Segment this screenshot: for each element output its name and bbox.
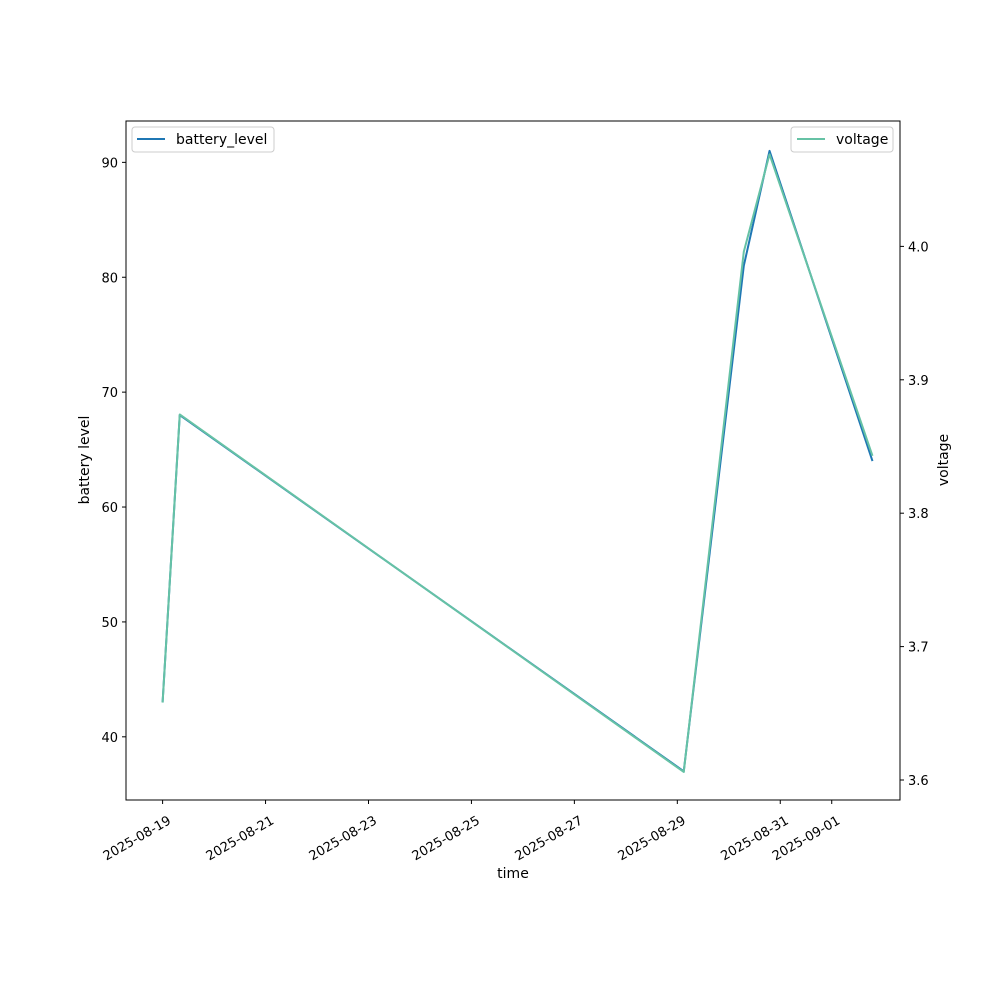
- legend-voltage: voltage: [790, 126, 894, 153]
- y-tick-label-left: 70: [101, 386, 118, 401]
- y-tick-label-right: 3.9: [908, 374, 929, 389]
- y-axis-title-left: battery level: [77, 416, 93, 505]
- series-line-voltage: [161, 153, 874, 773]
- y-tick-label-right: 3.7: [908, 641, 929, 656]
- legend-battery-level: battery_level: [131, 126, 275, 153]
- legend-box: [131, 126, 275, 153]
- y-tick-label-left: 60: [101, 501, 118, 516]
- x-axis-title: time: [497, 866, 529, 882]
- legend-label: voltage: [836, 132, 888, 148]
- marks-layer: [161, 149, 874, 773]
- plot-frame: [125, 120, 901, 801]
- y-axis-title-right: voltage: [936, 434, 952, 486]
- legend-label: battery_level: [176, 132, 267, 148]
- y-tick-label-right: 3.6: [908, 774, 929, 789]
- y-tick-label-right: 4.0: [908, 240, 929, 255]
- y-tick-label-left: 90: [101, 156, 118, 171]
- y-tick-label-left: 40: [101, 731, 118, 746]
- y-tick-label-left: 50: [101, 616, 118, 631]
- y-tick-label-left: 80: [101, 271, 118, 286]
- legend-box: [790, 126, 894, 153]
- y-tick-label-right: 3.8: [908, 507, 929, 522]
